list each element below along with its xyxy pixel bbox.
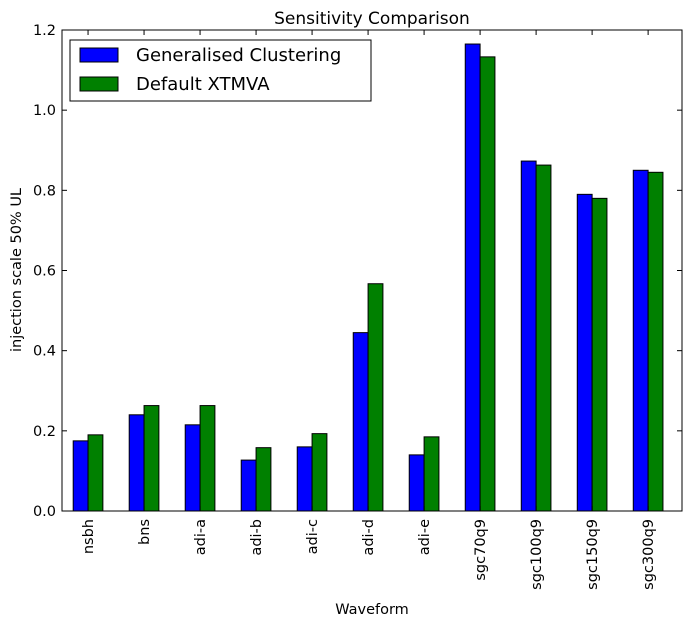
y-tick-label: 0.4 — [33, 344, 56, 360]
y-tick-label: 1.0 — [33, 103, 56, 119]
y-tick-label: 1.2 — [33, 23, 56, 39]
ticks-group: nsbh bns adi-a adi-b adi-c adi-d adi-e sgc70q9 s… — [33, 23, 682, 590]
x-tick-label: sgc150q9 — [585, 519, 601, 590]
x-tick-label: adi-e — [417, 519, 433, 555]
x-tick-label: bns — [137, 519, 153, 545]
x-tick-label: adi-a — [193, 519, 209, 555]
bar-adi-b-s1 — [255, 447, 272, 512]
bar-adi-a-s1 — [199, 405, 216, 512]
bar-sgc70q9-s1 — [479, 56, 496, 512]
bar-sgc150q9-s1 — [591, 197, 608, 512]
bar-sgc100q9-s0 — [520, 160, 537, 512]
legend: Generalised Clustering Default XTMVA — [69, 39, 372, 102]
y-tick-label: 0.6 — [33, 264, 56, 280]
x-tick-label: sgc300q9 — [641, 519, 657, 590]
x-tick-label: sgc70q9 — [473, 519, 489, 581]
bar-adi-e-s0 — [408, 454, 425, 512]
bar-adi-a-s0 — [184, 424, 201, 512]
bar-sgc150q9-s0 — [576, 193, 593, 512]
bar-adi-d-s1 — [367, 283, 384, 512]
bars-group — [72, 43, 664, 512]
x-tick-label: nsbh — [81, 519, 97, 554]
y-tick-label: 0.8 — [33, 183, 56, 199]
x-axis-label: Waveform — [335, 602, 409, 618]
bar-adi-b-s0 — [240, 459, 257, 512]
legend-box — [69, 39, 372, 102]
legend-swatch-s0 — [79, 47, 119, 63]
plot-frame — [61, 29, 683, 512]
bar-sgc300q9-s1 — [647, 171, 664, 512]
legend-label-s1: Default XTMVA — [136, 74, 270, 95]
bar-nsbh-s1 — [87, 434, 104, 512]
y-tick-label: 0.2 — [33, 424, 56, 440]
bar-bns-s1 — [143, 405, 160, 512]
chart-title: Sensitivity Comparison — [274, 9, 470, 29]
bar-nsbh-s0 — [72, 440, 89, 512]
x-tick-label: adi-b — [249, 519, 265, 556]
bar-sgc300q9-s0 — [632, 169, 649, 512]
x-tick-label: sgc100q9 — [529, 519, 545, 590]
bar-sgc100q9-s1 — [535, 164, 552, 512]
bar-bns-s0 — [128, 414, 145, 512]
x-tick-label: adi-d — [361, 519, 377, 556]
bar-adi-c-s0 — [296, 446, 313, 512]
legend-label-s0: Generalised Clustering — [136, 45, 341, 66]
bar-adi-d-s0 — [352, 332, 369, 512]
y-axis-label: injection scale 50% UL — [9, 188, 25, 352]
x-tick-label: adi-c — [305, 519, 321, 554]
legend-swatch-s1 — [79, 76, 119, 92]
bar-sgc70q9-s0 — [464, 43, 481, 512]
bar-adi-c-s1 — [311, 433, 328, 512]
y-tick-label: 0.0 — [33, 504, 56, 520]
bar-adi-e-s1 — [423, 436, 440, 512]
